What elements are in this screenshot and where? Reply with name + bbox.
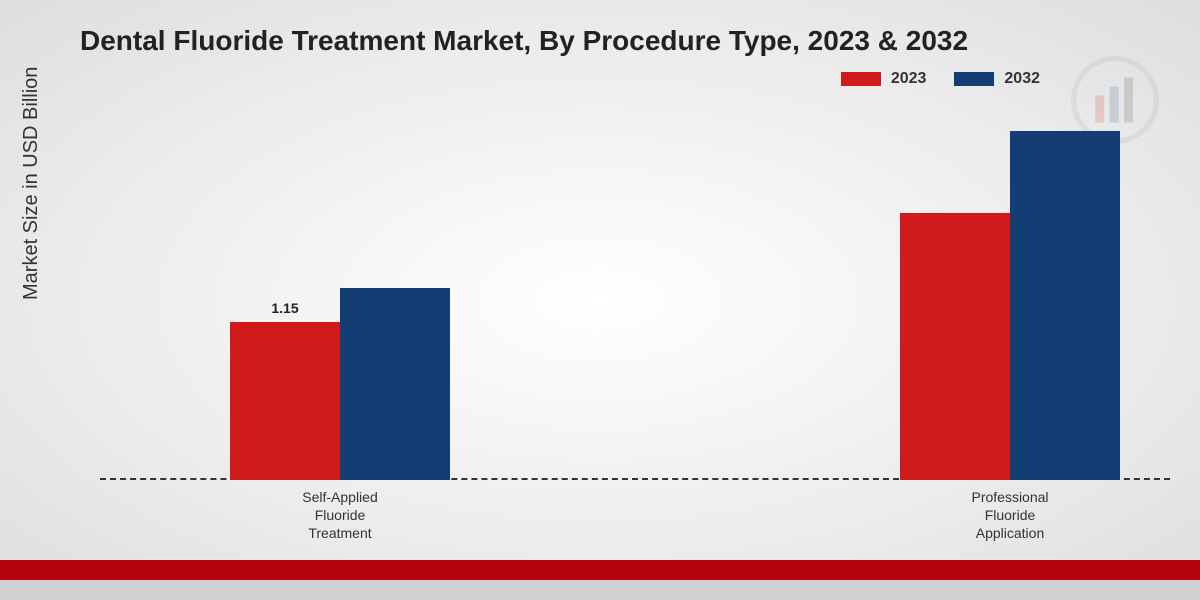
bar [900,213,1010,480]
x-category-label: Professional Fluoride Application [971,488,1048,543]
bar [340,288,450,480]
bar [230,322,340,480]
legend-label-2032: 2032 [1004,70,1040,88]
legend-item-2032: 2032 [954,70,1040,88]
bar-value-label: 1.15 [271,300,298,316]
legend-swatch-2032 [954,72,994,86]
legend-item-2023: 2023 [841,70,927,88]
footer-gray-band [0,580,1200,600]
legend-swatch-2023 [841,72,881,86]
bar [1010,131,1120,480]
legend: 2023 2032 [841,70,1040,88]
footer-red-band [0,560,1200,580]
plot-area: 1.15Self-Applied Fluoride TreatmentProfe… [100,110,1170,480]
chart-page: Dental Fluoride Treatment Market, By Pro… [0,0,1200,600]
chart-title: Dental Fluoride Treatment Market, By Pro… [80,25,968,57]
x-category-label: Self-Applied Fluoride Treatment [302,488,378,543]
legend-label-2023: 2023 [891,70,927,88]
y-axis-label: Market Size in USD Billion [20,67,43,300]
